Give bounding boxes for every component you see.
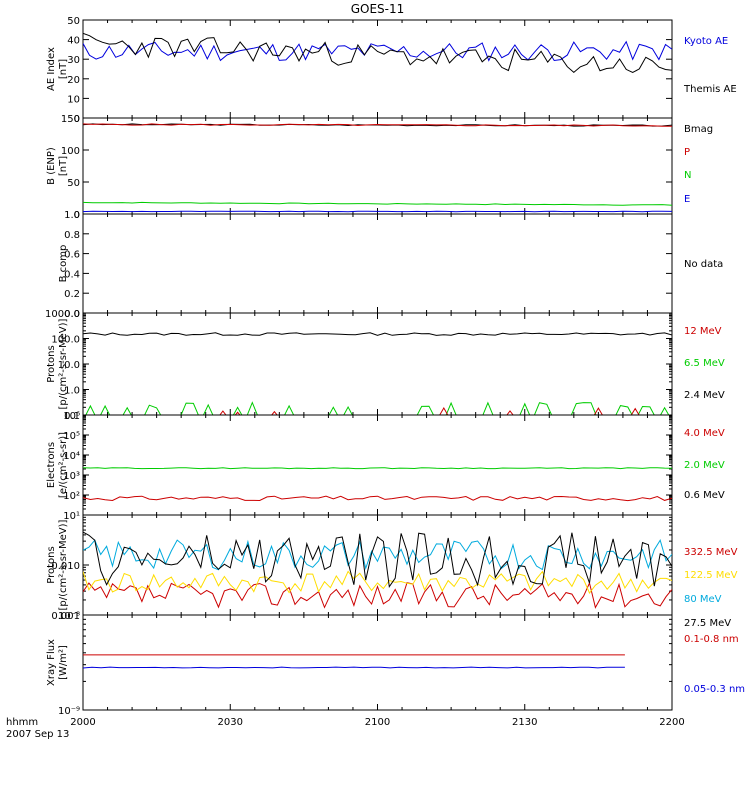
y-tick-label: 50 [67,178,80,189]
y-tick-label: 10⁻⁸ [58,611,80,622]
legend-entry: 0.05-0.3 nm [684,684,745,695]
legend-entry: 6.5 MeV [684,358,725,369]
y-tick-label: 10¹ [63,511,80,522]
panel-frame [82,614,673,711]
y-tick-label: 10⁻⁹ [58,706,80,717]
date-label: 2007 Sep 13 [6,729,69,740]
legend-entry: Themis AE [683,84,737,95]
y-tick-label: 150 [61,114,80,125]
y-tick-label: 0.0 [64,309,80,320]
panel-bcomp: 0.0 0.2 0.4 0.6 0.8 1.0 B comp No data [58,210,723,320]
y-axis-label: [p/(cm²-s-sr-MeV)] [58,519,69,610]
legend-entry: E [684,194,690,205]
y-axis-label: AE Index [46,47,57,91]
y-axis-label: [nT] [58,59,69,79]
legend-entry: Kyoto AE [684,36,728,47]
legend-entry: 122.5 MeV [684,570,738,581]
legend-entry: 332.5 MeV [684,547,738,558]
legend-entry: 0.1-0.8 nm [684,634,739,645]
x-tick-label: 2100 [365,717,390,728]
legend-entry: 2.0 MeV [684,460,725,471]
y-tick-label: 0.001 [51,611,80,622]
legend-entry: 4.0 MeV [684,428,725,439]
series-line-0-6-mev [83,495,672,502]
legend-entry: 2.4 MeV [684,390,725,401]
panel-xray: 10⁻⁹ 10⁻⁸ Xray Flux [W/m²] 0.1-0.8 nm 0.05-0.… [46,611,745,717]
panel-frame [82,117,673,215]
y-axis-label: [nT] [58,156,69,176]
y-tick-label: 100 [61,146,80,157]
y-tick-label: 1000.0 [45,309,80,320]
y-tick-label: 1.0 [64,210,80,221]
series-line-themis-ae [83,32,672,74]
series-line-80-mev [83,538,672,571]
y-tick-label: 10⁴ [63,451,80,462]
y-tick-label: 50 [67,16,80,27]
y-tick-label: 0.2 [64,289,80,300]
y-axis-label: [W/m²] [58,645,69,680]
y-tick-label: 1.0 [64,386,80,397]
legend-entry: Bmag [684,124,713,135]
y-axis-label: B (ENP) [46,147,57,185]
series-line-e [83,210,672,213]
series-line-2-4-mev [83,332,672,336]
y-tick-label: 0.010 [51,561,80,572]
y-tick-label: 0 [74,114,80,125]
y-axis-label: [p/(cm²-s-sr-MeV)] [58,318,69,409]
series-line-kyoto-ae [83,40,672,62]
series-line-2-0-mev [83,467,672,470]
y-tick-label: 0.6 [64,250,80,261]
panel-bfield: 0 50 100 150 B (ENP) [nT] Bmag P N E [46,114,713,221]
panel-electrons: 10¹ 10² 10³ 10⁴ 10⁵ 10⁶ Electrons [e/(cm²-s-sr)… [46,411,725,522]
series-line-332-5-mev [83,581,672,609]
series-line-122-5-mev [83,570,672,594]
panel-frame [82,213,673,314]
y-tick-label: 0.1 [64,411,80,422]
series-line-27-5-mev [83,531,672,589]
y-axis-label: [e/(cm²-s-sr)] [58,432,69,498]
series-line-0-05-0-3-nm [83,666,625,669]
x-tick-label: 2130 [512,717,537,728]
y-tick-label: 10.0 [58,360,80,371]
y-axis-label: B comp [58,245,69,283]
legend-entry: 27.5 MeV [684,618,731,629]
y-tick-label: 10⁶ [63,411,80,422]
legend-entry: N [684,170,691,181]
y-tick-label: 30 [67,55,80,66]
y-tick-label: 40 [67,36,80,47]
x-tick-label: 2030 [218,717,243,728]
panel-frame [82,19,673,119]
y-tick-label: 0.8 [64,230,80,241]
y-tick-label: 0.4 [64,269,80,280]
series-line-n [83,201,672,206]
y-axis-label: Xray Flux [46,639,57,686]
panel-protons_low: 0.1 1.0 10.0 100.0 1000.0 Protons [p/(cm²-s-sr… [45,309,725,422]
legend-entry: P [684,147,690,158]
panel-ae: 0 10 20 30 40 50 AE Index [nT] Kyoto AE Themis AE [46,16,737,125]
y-axis-label: Protons [46,345,57,382]
legend-entry: 80 MeV [684,594,722,605]
series-line-p [83,123,672,127]
y-tick-label: 0 [74,210,80,221]
y-tick-label: 10² [63,491,80,502]
y-axis-label: Protons [46,546,57,583]
panel-frame [82,312,673,416]
legend-entry: 12 MeV [684,326,722,337]
y-axis-label: Electrons [46,442,57,488]
y-tick-label: 10⁵ [63,431,80,442]
y-tick-label: 10 [67,94,80,105]
legend-entry: 0.6 MeV [684,490,725,501]
legend-entry: No data [684,259,723,270]
y-tick-label: 10³ [63,471,80,482]
y-tick-label: 100.0 [51,335,80,346]
x-tick-label: 2000 [70,717,95,728]
chart-title: GOES-11 [351,2,405,16]
x-tick-label: 2200 [659,717,684,728]
x-unit-label: hhmm [6,717,38,728]
y-tick-label: 20 [67,75,80,86]
